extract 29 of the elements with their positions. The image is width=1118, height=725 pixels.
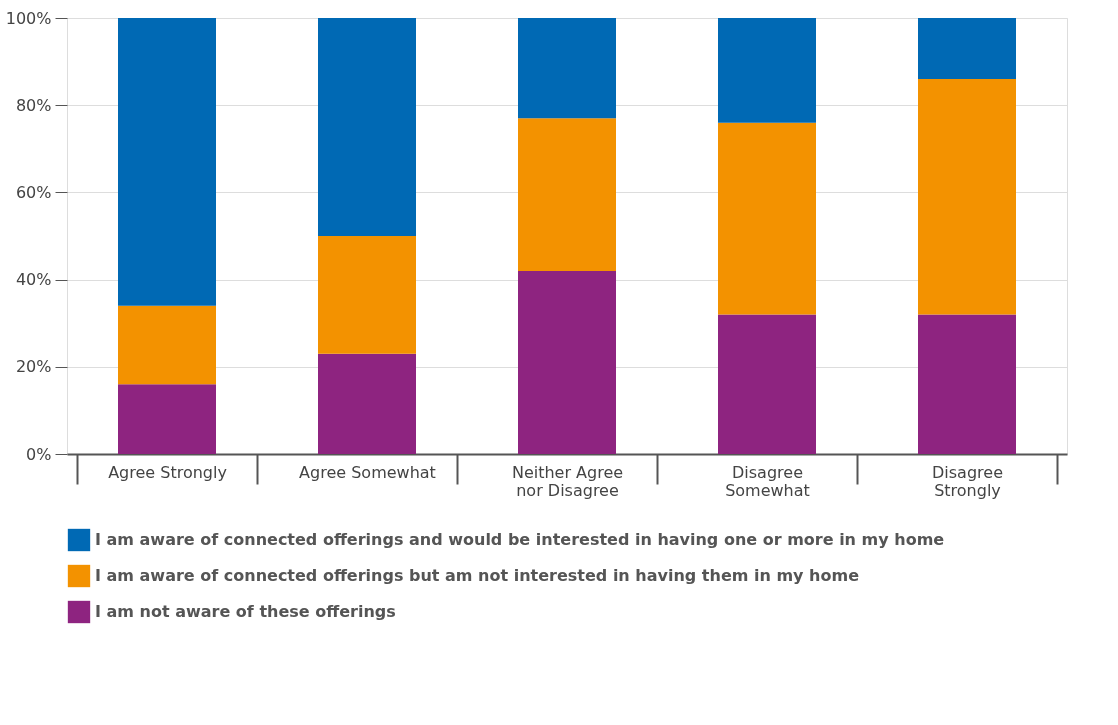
y-tick-label: 0%: [26, 444, 52, 464]
bar: [718, 18, 816, 123]
bar: [918, 18, 1016, 80]
legend-label: I am aware of connected offerings but am not interested in having them in my home: [95, 566, 860, 585]
y-tick-label: 80%: [15, 95, 52, 115]
bar: [718, 122, 816, 315]
bar: [918, 79, 1016, 315]
bar: [718, 314, 816, 454]
y-tick-label: 20%: [15, 357, 52, 377]
bar: [118, 18, 216, 306]
bar: [118, 305, 216, 385]
x-tick-label: Agree Somewhat: [299, 462, 436, 482]
x-tick-label: Agree Strongly: [108, 462, 227, 482]
y-tick-label: 100%: [5, 8, 52, 28]
legend-label: I am aware of connected offerings and would be interested in having one or more in my home: [95, 530, 945, 549]
bar: [118, 384, 216, 454]
bar: [318, 18, 416, 236]
bar: [518, 118, 616, 271]
bar: [318, 353, 416, 454]
bar: [518, 18, 616, 119]
x-tick-label: Disagree Strongly: [932, 462, 1003, 500]
x-tick-label: Neither Agree nor Disagree: [511, 462, 624, 500]
bar: [918, 314, 1016, 454]
bar: [318, 236, 416, 354]
y-tick-label: 40%: [15, 270, 52, 290]
legend-label: I am not aware of these offerings: [95, 602, 396, 621]
x-tick-label: Disagree Somewhat: [725, 462, 810, 500]
bar: [518, 270, 616, 454]
y-tick-label: 60%: [15, 182, 52, 202]
